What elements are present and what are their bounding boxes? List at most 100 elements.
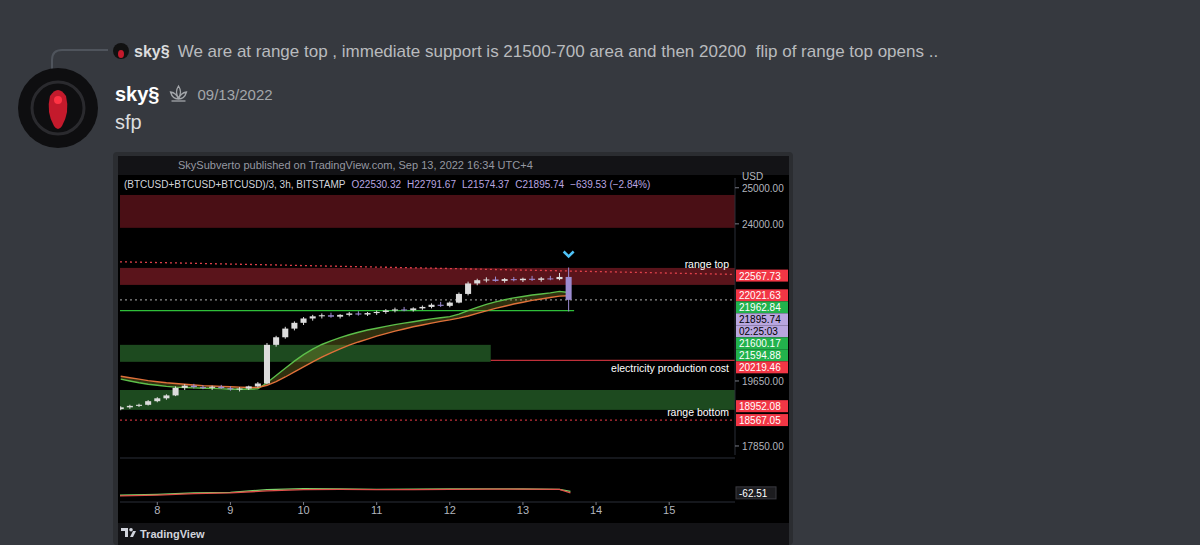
message-text: sfp [115, 111, 142, 133]
candle-body [209, 387, 215, 388]
reply-spine [52, 50, 108, 70]
avatar-bg [18, 68, 98, 148]
annotation: electricity production cost [611, 362, 729, 374]
candle [328, 313, 334, 318]
ohlc-value: H22791.67 [407, 179, 456, 190]
y-tick-label: 25000.00 [742, 183, 784, 194]
price-tag [736, 313, 788, 325]
candle-body [237, 389, 243, 390]
ema-line [121, 296, 569, 388]
candle-body [264, 345, 270, 384]
candle-body [218, 387, 224, 388]
axis-unit: USD [742, 171, 763, 182]
candle-body [438, 305, 444, 306]
annotation: range bottom [667, 406, 729, 418]
candle [255, 382, 261, 387]
screen: sky§ We are at range top , immediate supp… [0, 0, 1200, 545]
candle [392, 308, 398, 313]
embed-card [113, 152, 793, 545]
avatar [18, 68, 98, 148]
candle-body [429, 305, 435, 307]
price-tag [736, 349, 788, 361]
ohlc-value: C21895.74 [515, 179, 564, 190]
price-tag-label: 21895.74 [739, 314, 781, 325]
candle [282, 327, 288, 339]
candle-body [538, 278, 544, 279]
x-tick-label: 9 [227, 504, 233, 516]
ohlc-value: −639.53 (−2.84%) [570, 179, 650, 190]
price-tag-label: 22021.63 [739, 290, 781, 301]
candle [538, 277, 544, 282]
tv-logo-c [130, 531, 136, 537]
candle [547, 276, 553, 280]
candle [483, 277, 489, 282]
price-tag [736, 301, 788, 313]
price-tag-label: 18952.08 [739, 401, 781, 412]
candle-body [547, 278, 553, 279]
username: sky§ [115, 83, 160, 105]
candle-body [566, 277, 572, 300]
tv-logo [121, 528, 136, 537]
candle-body [456, 294, 462, 303]
candle [209, 386, 215, 390]
candle [566, 268, 572, 312]
candle-body [154, 398, 160, 401]
ema-line [121, 291, 569, 389]
candle-body [227, 388, 233, 389]
candle-body [465, 283, 471, 293]
x-tick-label: 11 [371, 504, 382, 516]
candle-wick [404, 307, 405, 311]
candle [145, 400, 151, 405]
plot [120, 195, 735, 420]
x-tick-label: 8 [154, 504, 160, 516]
candle [237, 387, 243, 391]
candle [173, 386, 179, 396]
candle [264, 343, 270, 384]
y-tick [735, 445, 739, 446]
candle [337, 314, 343, 318]
reply-text: We are at range top , immediate support … [178, 42, 938, 61]
countdown-tag [736, 325, 788, 337]
level-line [120, 310, 574, 311]
candle-body [383, 311, 389, 312]
price-tag-label: 22567.73 [739, 271, 781, 282]
candle-body [145, 401, 151, 405]
candle [301, 317, 307, 325]
reply-avatar [113, 43, 129, 59]
candle [429, 303, 435, 308]
candle-body [282, 329, 288, 338]
candle-body [337, 315, 343, 317]
candle [556, 273, 562, 280]
candle [374, 311, 380, 315]
price-tag [736, 400, 788, 412]
price-tag [736, 361, 788, 373]
candle-body [301, 318, 307, 322]
candle-wick [330, 313, 331, 318]
candle-body [374, 312, 380, 313]
price-tag-label: 18567.05 [739, 415, 781, 426]
avatar-ring [32, 82, 84, 134]
x-tick-label: 12 [444, 504, 456, 516]
role-icon-base [172, 100, 186, 101]
candle [465, 282, 471, 296]
candle-body [191, 386, 197, 387]
candle-body [529, 279, 535, 280]
candle-body [136, 405, 142, 406]
y-tick [735, 223, 739, 224]
y-tick-label: 17850.00 [742, 441, 784, 452]
role-icon-shape [171, 86, 187, 99]
candle-body [474, 280, 480, 283]
candle [273, 336, 279, 347]
candle-body [120, 407, 124, 409]
reply-avatar-bg [113, 43, 129, 59]
zone [120, 390, 735, 410]
candle-body [502, 279, 508, 281]
indicator-plot [120, 489, 570, 496]
candle [447, 302, 453, 308]
indicator-tag-label: -62.51 [739, 488, 768, 499]
avatar-eye [54, 96, 62, 104]
background [0, 0, 1200, 545]
candle [419, 305, 425, 309]
candle-body [310, 316, 316, 318]
candle [456, 292, 462, 303]
